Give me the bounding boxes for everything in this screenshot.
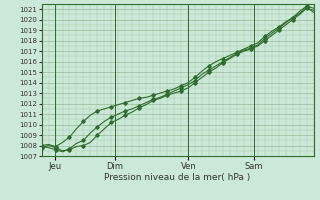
X-axis label: Pression niveau de la mer( hPa ): Pression niveau de la mer( hPa )	[104, 173, 251, 182]
